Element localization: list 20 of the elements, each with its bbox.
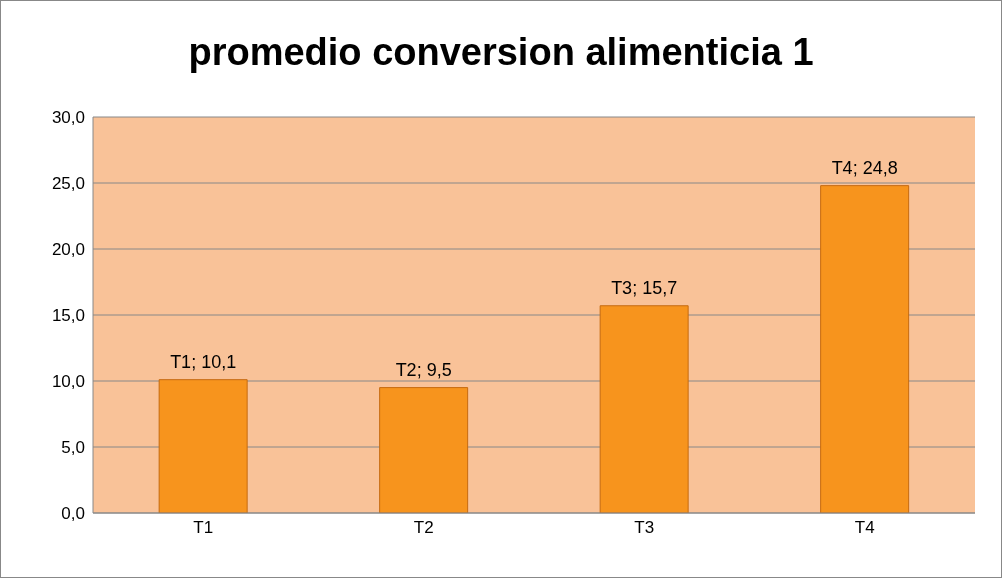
bar — [379, 387, 469, 513]
y-tick-label: 25,0 — [51, 174, 85, 194]
y-tick-label: 15,0 — [51, 306, 85, 326]
x-tick-label: T3 — [634, 518, 655, 538]
x-tick-label: T4 — [854, 518, 875, 538]
y-tick-label: 10,0 — [51, 372, 85, 392]
bar — [158, 379, 248, 513]
data-label: T3; 15,7 — [611, 277, 678, 298]
y-tick-label: 30,0 — [51, 108, 85, 128]
x-tick-label: T2 — [413, 518, 434, 538]
x-tick-label: T1 — [193, 518, 214, 538]
y-tick-label: 20,0 — [51, 240, 85, 260]
bar — [599, 305, 689, 513]
bar — [820, 185, 910, 513]
y-tick-label: 5,0 — [61, 438, 85, 458]
data-label: T4; 24,8 — [831, 157, 898, 178]
data-label: T2; 9,5 — [395, 359, 452, 380]
chart-title: promedio conversion alimenticia 1 — [187, 31, 815, 74]
data-label: T1; 10,1 — [170, 351, 237, 372]
y-tick-label: 0,0 — [61, 504, 85, 524]
